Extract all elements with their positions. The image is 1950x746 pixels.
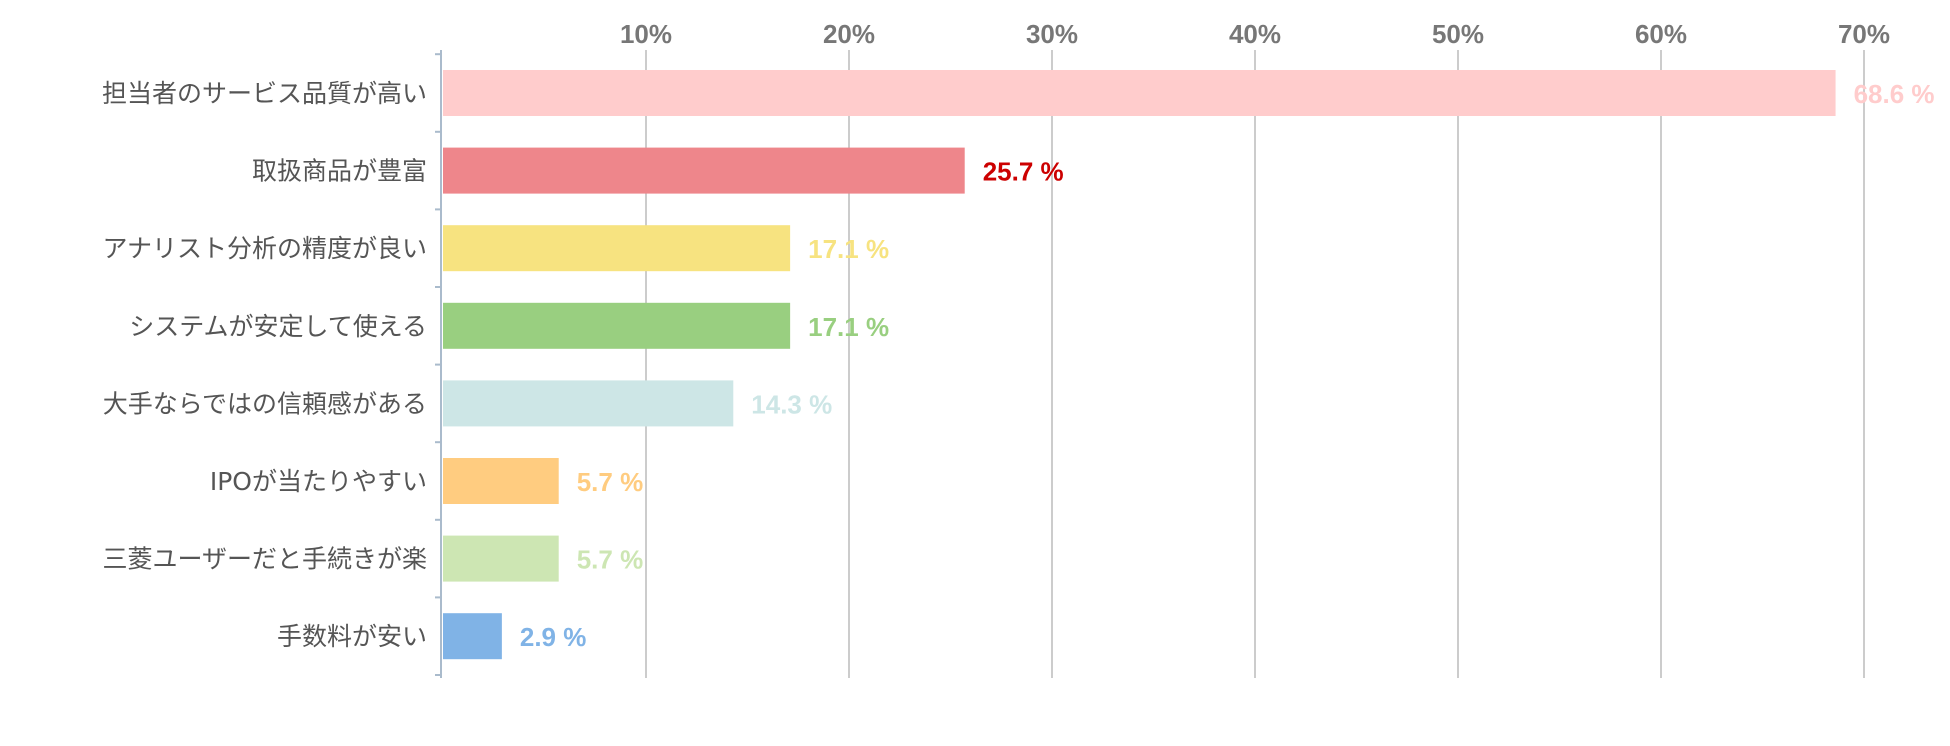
bar <box>443 302 791 349</box>
value-label: 25.7 % <box>983 157 1064 187</box>
x-tick-label: 60% <box>1635 19 1687 49</box>
x-tick-label: 20% <box>823 19 875 49</box>
category-label: IPOが当たりやすい <box>210 467 427 496</box>
bar <box>443 535 559 582</box>
value-label: 5.7 % <box>577 545 644 575</box>
category-label: 三菱ユーザーだと手続きが楽 <box>102 545 427 574</box>
bar <box>443 613 502 660</box>
value-label: 17.1 % <box>808 312 889 342</box>
bar <box>443 458 559 504</box>
x-tick-label: 10% <box>620 19 672 49</box>
category-label: 取扱商品が豊富 <box>252 157 427 186</box>
x-tick-label: 30% <box>1026 19 1078 49</box>
category-label: システムが安定して使える <box>129 312 427 341</box>
x-tick-label: 70% <box>1838 19 1890 49</box>
bar <box>443 147 965 194</box>
value-label: 68.6 % <box>1854 79 1935 109</box>
value-label: 17.1 % <box>808 234 889 264</box>
bar <box>443 225 791 272</box>
category-label: アナリスト分析の精度が良い <box>102 234 427 263</box>
value-label: 2.9 % <box>520 622 587 652</box>
category-label: 大手ならではの信頼感がある <box>103 389 427 418</box>
bar <box>443 380 734 427</box>
value-label: 5.7 % <box>577 467 644 497</box>
value-label: 14.3 % <box>751 389 832 419</box>
category-label: 手数料が安い <box>277 622 427 651</box>
bar <box>443 70 1836 116</box>
x-tick-label: 50% <box>1432 19 1484 49</box>
category-label: 担当者のサービス品質が高い <box>102 79 427 108</box>
x-tick-label: 40% <box>1229 19 1281 49</box>
